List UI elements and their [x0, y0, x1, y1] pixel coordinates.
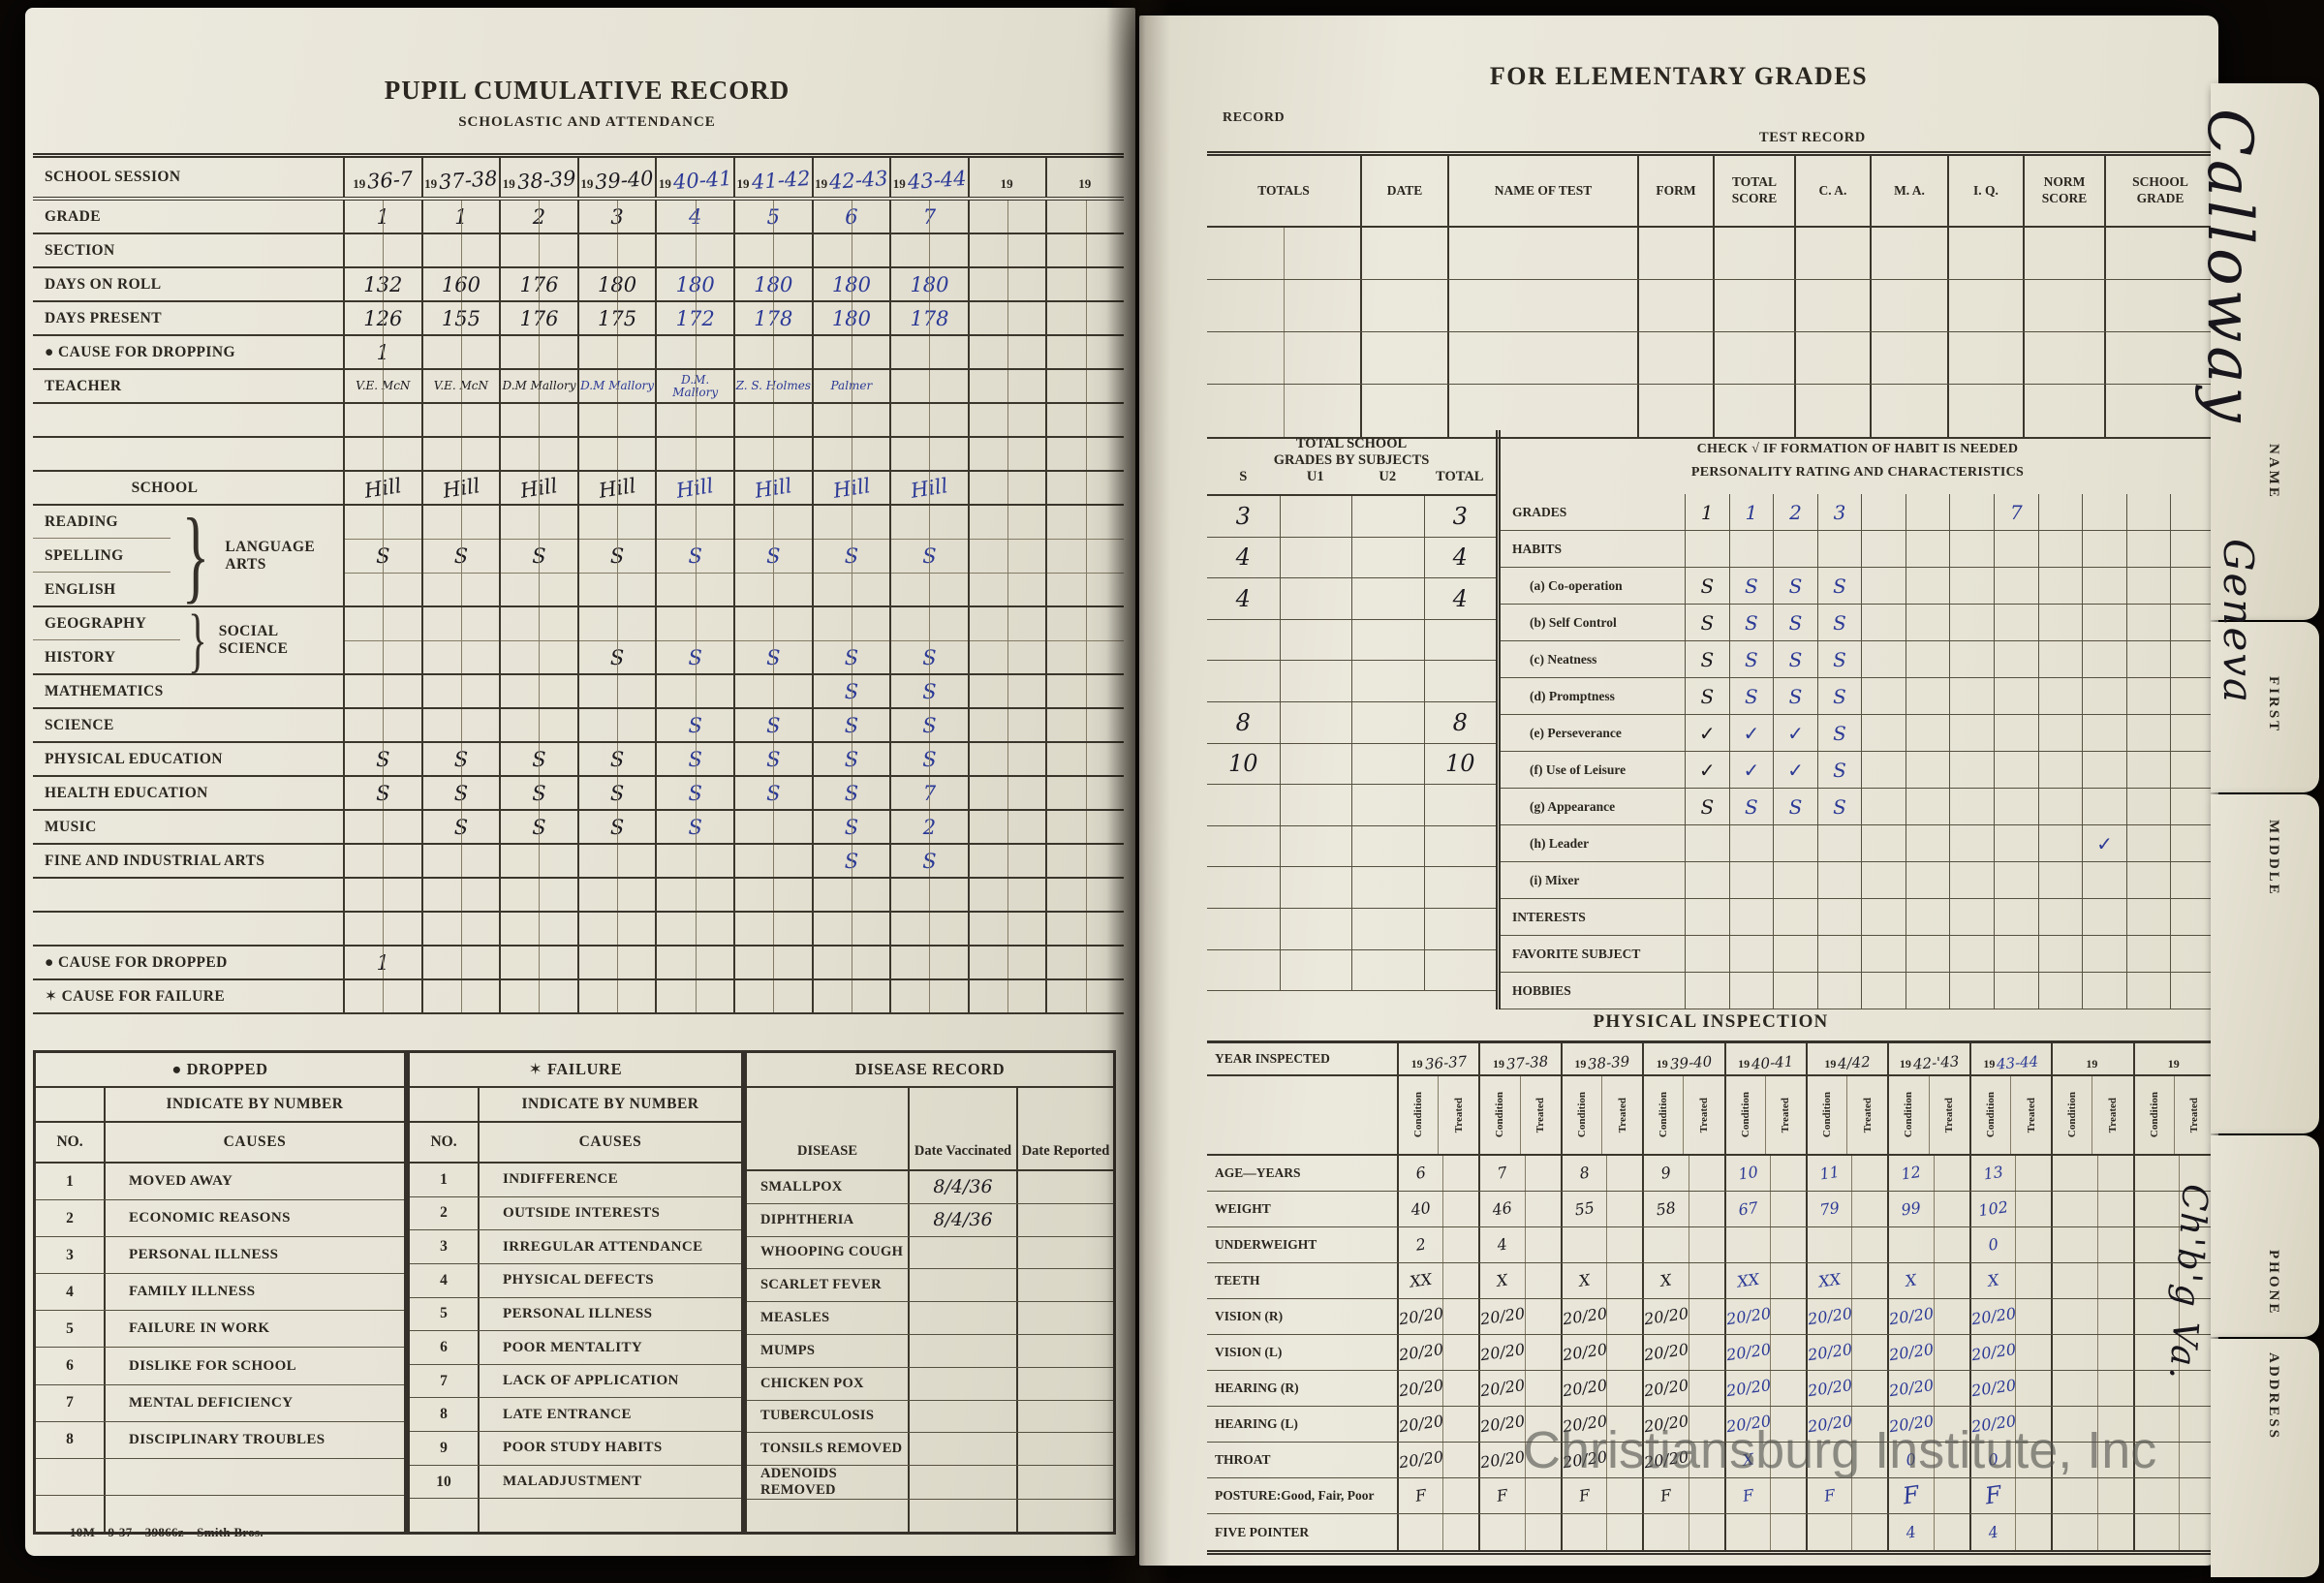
grades-by-subjects-table: TOTAL SCHOOL GRADES BY SUBJECTS S U1 U2 …: [1207, 430, 1496, 1009]
test-record-label: TEST RECORD: [1759, 130, 1866, 145]
habits-row: HABITS: [1501, 531, 2215, 568]
session-label: SCHOOL SESSION: [45, 169, 181, 185]
test-record-table: TOTALS DATE NAME OF TEST FORM TOTAL SCOR…: [1207, 151, 2215, 439]
section-row: SECTION: [33, 234, 1124, 268]
session-header-row: SCHOOL SESSION 19 36-7 19 37-38 19 38-39 19 39-…: [33, 158, 1124, 201]
page-title: PUPIL CUMULATIVE RECORD: [384, 76, 790, 105]
personality-rating-table: CHECK √ IF FORMATION OF HABIT IS NEEDED …: [1496, 430, 2215, 1009]
tab-first: FIRST: [2211, 622, 2319, 792]
hearing-r-row: HEARING (R) 20/20 20/20 20/20 20/20 20/20 20/…: [1207, 1371, 2215, 1407]
page-subtitle: SCHOLASTIC AND ATTENDANCE: [458, 114, 716, 130]
vision-r-row: VISION (R) 20/20 20/20 20/20 20/20 20/20 20/2…: [1207, 1299, 2215, 1335]
failure-causes-table: ✶ FAILURE INDICATE BY NUMBER NO. CAUSES …: [407, 1050, 744, 1535]
blank-row: [33, 913, 1124, 947]
social-science-parts: GEOGRAPHY HISTORY: [33, 606, 180, 674]
teeth-row: TEETH XX X X X XX XX X X: [1207, 1263, 2215, 1299]
right-page: FOR ELEMENTARY GRADES RECORD TEST RECORD…: [1139, 16, 2218, 1566]
blank-row: [33, 438, 1124, 472]
dropped-causes-table: ● DROPPED INDICATE BY NUMBER NO. CAUSES …: [33, 1050, 407, 1535]
scholastic-attendance-table: SCHOOL SESSION 19 36-7 19 37-38 19 38-39 19 39-…: [33, 153, 1124, 1014]
handwritten-surname: Calloway: [2193, 109, 2265, 426]
disease-record-table: DISEASE RECORD DISEASE Date Vaccinated D…: [744, 1050, 1116, 1535]
days-present-row: DAYS PRESENT 126 155 176 175 172 178 180 178: [33, 302, 1124, 336]
school-row: SCHOOL Hill Hill Hill Hill Hill Hill Hill Hill: [33, 472, 1124, 506]
weight-row: WEIGHT 40 46 55 58 67 79 99 102: [1207, 1192, 2215, 1227]
archive-watermark: Christiansburg Institute, Inc: [1523, 1421, 2157, 1479]
vision-l-row: VISION (L) 20/20 20/20 20/20 20/20 20/20 20/2…: [1207, 1335, 2215, 1371]
age-row: AGE—YEARS 6 7 8 9 10 11 12 13: [1207, 1156, 2215, 1192]
tab-name: NAME: [2211, 83, 2319, 620]
hearing-l-row: HEARING (L) 20/20 20/20 20/20 20/20 20/20 20/…: [1207, 1407, 2215, 1443]
left-page: PUPIL CUMULATIVE RECORD SCHOLASTIC AND A…: [25, 8, 1135, 1556]
cause-for-dropping-row: ● CAUSE FOR DROPPING 1: [33, 336, 1124, 370]
tab-address: ADDRESS: [2211, 1339, 2319, 1577]
language-arts-parts: READING SPELLING ENGLISH: [33, 505, 171, 606]
physical-inspection-section: PHYSICAL INSPECTION YEAR INSPECTED 19 36-…: [1207, 1011, 2215, 1555]
throat-row: THROAT 20/20 20/20 20/20 20/20 X 0 0: [1207, 1443, 2215, 1478]
record-label: RECORD: [1223, 110, 1286, 125]
teacher-row: TEACHER V.E. McN V.E. McN D.M Mallory D.M M…: [33, 370, 1124, 404]
printers-code: 10M—9-37—39866z—Smith Bros.: [70, 1525, 263, 1539]
blank-row: [33, 404, 1124, 438]
blank-row: [33, 879, 1124, 913]
condition-treated-row: Condition Treated Condition Treated Conditio…: [1207, 1076, 2215, 1156]
right-page-title: FOR ELEMENTARY GRADES: [1489, 62, 1869, 90]
brace-icon: }: [181, 497, 210, 613]
handwritten-first-name: Geneva: [2215, 539, 2262, 705]
days-on-roll-row: DAYS ON ROLL 132 160 176 180 180 180 180 180: [33, 268, 1124, 302]
cause-for-dropped-row: ● CAUSE FOR DROPPED 1: [33, 947, 1124, 980]
tab-middle: MIDDLE: [2211, 794, 2319, 1133]
session-year-headers: 19 36-7 19 37-38 19 38-39 19 39-40 19 40-41 19 41-4…: [343, 158, 1124, 197]
year-inspected-row: YEAR INSPECTED 19 36-37 19 37-38 19 38-39 19 39…: [1207, 1043, 2215, 1076]
tab-phone: PHONE: [2211, 1135, 2319, 1337]
brace-icon: }: [187, 601, 207, 680]
language-arts-row: READING SPELLING ENGLISH } LANGUAGE ARTS…: [33, 497, 1124, 613]
cause-for-failure-row: ✶ CAUSE FOR FAILURE: [33, 980, 1124, 1014]
